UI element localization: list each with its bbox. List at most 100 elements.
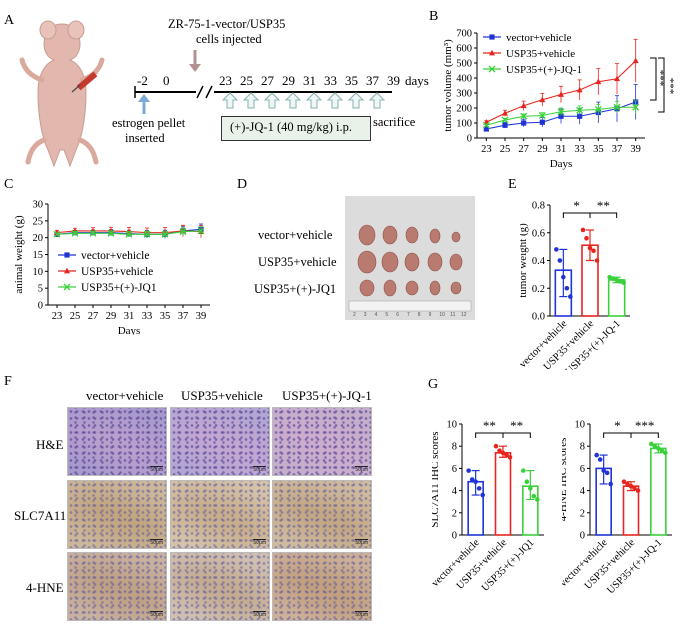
pellet-label-1: estrogen pellet <box>112 116 186 130</box>
data-dot <box>564 285 570 291</box>
ihc-image-4hne-jq1: 50μm <box>272 552 372 621</box>
y-axis-label: 4-HNE IHC scores <box>562 438 569 522</box>
scale-bar-label: 50μm <box>253 466 266 473</box>
data-point <box>520 102 527 109</box>
tick-39: 39 <box>387 73 400 88</box>
sig-label: *** <box>635 418 655 433</box>
sig-label: *** <box>658 70 670 87</box>
x-tick-label: 23 <box>481 144 492 155</box>
data-dot <box>469 477 475 482</box>
y-tick-label: 500 <box>456 59 472 70</box>
y-tick-label: 100 <box>456 119 472 130</box>
x-tick-label: 29 <box>106 311 117 322</box>
ruler-tick-label: 5 <box>385 312 389 318</box>
y-tick-label: 0 <box>580 531 585 542</box>
data-dot <box>493 443 499 449</box>
y-axis-label: SLC7A11 IHC scores <box>432 431 441 527</box>
data-point <box>179 228 187 236</box>
x-tick-label: 27 <box>518 144 529 155</box>
data-dot <box>663 450 668 456</box>
sig-label: ** <box>510 418 523 433</box>
pellet-label-2: inserted <box>125 131 165 145</box>
bar <box>622 485 640 536</box>
panel-label-d: D <box>237 177 248 192</box>
data-dot <box>528 486 533 491</box>
sig-label: *** <box>668 78 680 95</box>
data-point <box>577 113 583 119</box>
panel-label-e: E <box>508 177 517 192</box>
bar <box>607 279 626 317</box>
sig-bracket <box>630 432 659 438</box>
data-point <box>71 229 79 237</box>
data-dot <box>554 247 559 252</box>
panel-label-g: G <box>428 377 439 392</box>
panel-label-c: C <box>4 177 14 192</box>
x-tick-label: 37 <box>612 144 623 155</box>
data-point <box>576 86 583 93</box>
ihc-row-he: H&E <box>36 437 64 452</box>
scale-bar-label: 50μm <box>355 539 368 546</box>
y-tick-label: 2 <box>452 508 457 519</box>
ihc-image-4hne-usp35: 50μm <box>170 552 270 621</box>
x-tick-label: 25 <box>500 144 511 155</box>
scale-bar-label: 50μm <box>355 466 368 473</box>
tick-29: 29 <box>282 73 295 88</box>
x-tick-label: 39 <box>196 311 207 322</box>
sig-bracket <box>475 432 504 438</box>
data-point <box>197 227 205 235</box>
legend-label: USP35+(+)-JQ-1 <box>506 64 582 76</box>
data-dot <box>649 441 654 447</box>
panel-label-f: F <box>4 374 12 389</box>
legend-marker <box>64 267 70 274</box>
legend-label: vector+vehicle <box>81 250 149 262</box>
data-dot <box>568 294 573 299</box>
treatment-box <box>221 116 371 141</box>
y-tick-label: 0.4 <box>532 256 546 267</box>
x-tick-label: 37 <box>178 311 189 322</box>
legend-marker <box>489 34 495 40</box>
data-point <box>143 230 151 238</box>
y-tick-label: 20 <box>33 233 44 244</box>
data-dot <box>628 483 634 489</box>
data-point <box>502 122 508 128</box>
data-dot <box>594 258 600 263</box>
data-point <box>632 57 639 64</box>
scale-bar-label: 50μm <box>253 611 266 618</box>
ruler-tick-label: 2 <box>353 312 356 318</box>
y-tick-label: 6 <box>452 464 457 475</box>
excised-tumors <box>357 224 463 297</box>
legend-marker <box>489 49 495 56</box>
ihc-col-jq1: USP35+(+)-JQ-1 <box>282 388 372 403</box>
chart-animal-weight: 0 5 10 15 20 25 30 23 25 27 29 31 33 35 37 39 Days animal… <box>13 200 210 335</box>
y-tick-label: 0.0 <box>532 312 545 323</box>
y-tick-label: 4 <box>580 486 586 497</box>
y-tick-label: 0 <box>38 301 43 312</box>
data-dot <box>480 492 485 498</box>
ruler-tick-label: 3 <box>363 312 367 318</box>
y-tick-label: 6 <box>580 464 585 475</box>
data-point <box>125 230 133 238</box>
ruler-tick-label: 9 <box>428 312 432 318</box>
data-dot <box>500 450 506 456</box>
data-point <box>107 229 115 237</box>
tick-23: 23 <box>219 73 232 88</box>
ihc-col-usp35: USP35+vehicle <box>181 388 263 403</box>
data-dot <box>587 245 593 251</box>
data-point <box>89 229 97 237</box>
data-dot <box>607 274 612 280</box>
x-axis-label: Days <box>550 158 573 170</box>
data-dot <box>594 452 599 458</box>
sacrifice-label: sacrifice <box>373 115 416 129</box>
legend-label: vector+vehicle <box>506 32 572 44</box>
cells-injected-label-2: cells injected <box>196 32 262 46</box>
data-dot <box>597 457 603 462</box>
x-tick-label: 25 <box>70 311 81 322</box>
ihc-image-4hne-vector: 50μm <box>67 552 167 621</box>
data-dot <box>561 274 566 280</box>
data-dot <box>621 280 626 285</box>
data-point <box>538 112 546 119</box>
data-point <box>558 91 564 97</box>
sig-label: * <box>614 418 621 433</box>
